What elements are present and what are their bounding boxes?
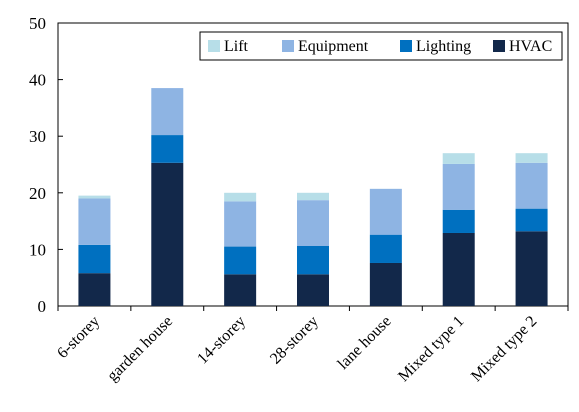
bar-segment-hvac bbox=[369, 262, 402, 306]
bar-segment-equipment bbox=[297, 200, 329, 247]
legend-label-lift: Lift bbox=[224, 38, 249, 55]
x-tick-label: 6-storey bbox=[54, 313, 103, 362]
legend-swatch-equipment bbox=[282, 40, 294, 52]
y-tick-label: 20 bbox=[29, 184, 46, 203]
legend: Lift Equipment Lighting HVAC bbox=[199, 31, 563, 61]
y-axis: 0 10 20 30 40 50 bbox=[29, 14, 63, 316]
bar-segment-lift bbox=[297, 192, 329, 201]
bar-segment-equipment bbox=[515, 162, 548, 209]
x-axis: 6-storey garden house 14-storey 28-storey la… bbox=[54, 306, 569, 385]
legend-box bbox=[199, 31, 563, 61]
x-tick-label: garden house bbox=[104, 313, 176, 385]
bar-segment-lighting bbox=[78, 244, 111, 274]
bar-segment-equipment bbox=[151, 88, 184, 136]
bar-segment-lift bbox=[224, 192, 257, 202]
bar-segment-lift bbox=[442, 153, 475, 164]
bar-segment-hvac bbox=[78, 273, 111, 306]
bar-segment-hvac bbox=[297, 274, 329, 306]
bar-segment-hvac bbox=[224, 274, 257, 306]
x-tick-label: Mixed type 1 bbox=[395, 313, 467, 385]
x-tick-label: 14-storey bbox=[194, 313, 249, 368]
legend-label-hvac: HVAC bbox=[509, 38, 552, 55]
bar-segment-hvac bbox=[442, 232, 475, 306]
y-tick-label: 30 bbox=[29, 127, 46, 146]
x-tick-label: 28-storey bbox=[267, 313, 322, 368]
legend-swatch-lift bbox=[208, 40, 220, 52]
legend-swatch-lighting bbox=[400, 40, 412, 52]
legend-swatch-hvac bbox=[493, 40, 505, 52]
legend-label-lighting: Lighting bbox=[416, 38, 471, 55]
bar-segment-lift bbox=[78, 195, 111, 199]
x-tick-label: Mixed type 2 bbox=[468, 313, 540, 385]
bar-segment-hvac bbox=[515, 231, 548, 306]
y-tick-label: 50 bbox=[29, 14, 46, 33]
bar-segment-lighting bbox=[297, 246, 329, 275]
bar-segment-equipment bbox=[369, 188, 402, 235]
bar-segment-hvac bbox=[151, 162, 184, 306]
bar-segment-equipment bbox=[78, 198, 111, 245]
bar-segment-equipment bbox=[224, 201, 257, 247]
bar-segment-lighting bbox=[224, 246, 257, 275]
y-tick-label: 0 bbox=[38, 297, 47, 316]
bar-segment-lift bbox=[515, 153, 548, 163]
bar-segment-equipment bbox=[442, 163, 475, 210]
bar-segment-lighting bbox=[151, 135, 184, 163]
legend-label-equipment: Equipment bbox=[298, 38, 369, 55]
bar-segment-lighting bbox=[515, 208, 548, 232]
y-tick-label: 10 bbox=[29, 240, 46, 259]
bar-segment-lighting bbox=[369, 234, 402, 263]
x-tick-label: lane house bbox=[335, 313, 395, 373]
y-tick-label: 40 bbox=[29, 71, 46, 90]
bar-segment-lighting bbox=[442, 209, 475, 233]
plot-area bbox=[57, 22, 569, 307]
